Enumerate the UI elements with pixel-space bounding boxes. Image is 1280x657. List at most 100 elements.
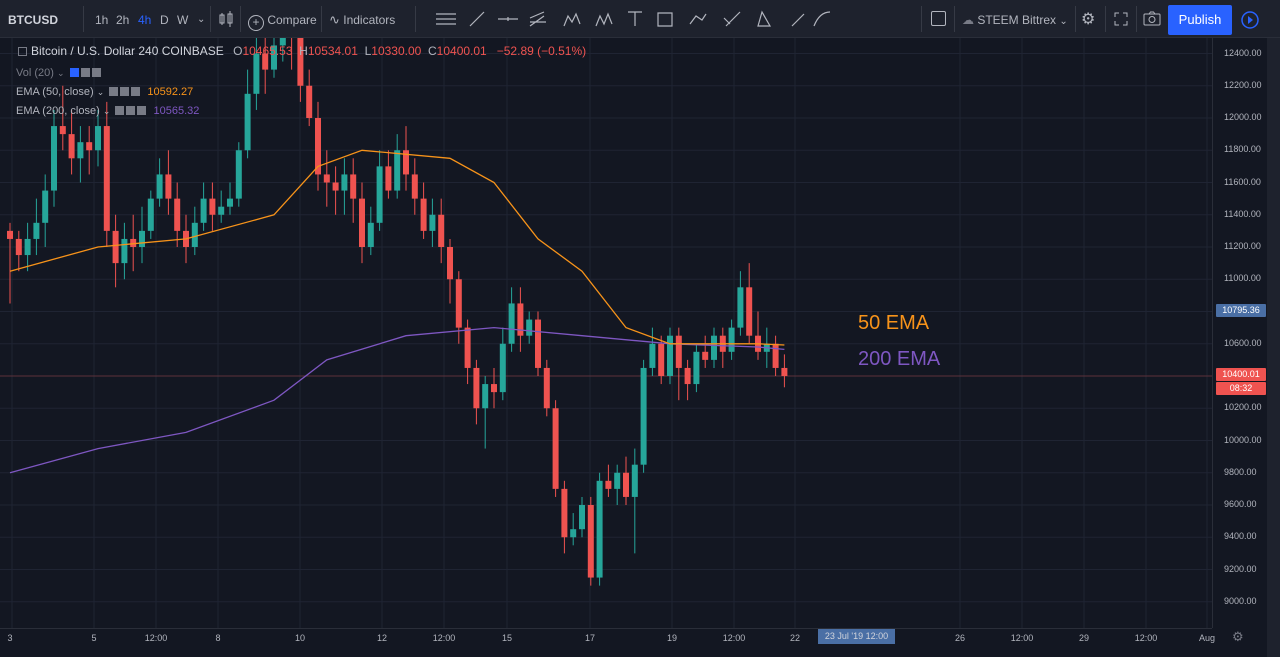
curve-icon[interactable] — [813, 11, 831, 27]
candle-body — [403, 150, 409, 175]
gear-icon[interactable]: ⚙ — [1081, 11, 1096, 28]
pitchfork-icon[interactable] — [529, 11, 546, 27]
ohlc-change: −52.89 (−0.51%) — [496, 44, 587, 58]
fib-icon[interactable] — [757, 10, 772, 27]
candle-body — [455, 279, 462, 328]
elliott-wave-icon[interactable] — [595, 12, 613, 27]
plus-circle-icon: + — [248, 15, 264, 31]
shape-tool-icon[interactable] — [657, 12, 673, 27]
text-tool-icon[interactable] — [628, 11, 642, 26]
settings-icon[interactable] — [126, 106, 136, 115]
checkbox-icon[interactable] — [931, 0, 946, 38]
visibility-icon[interactable] — [69, 68, 79, 77]
replay-button[interactable] — [1236, 5, 1264, 35]
countdown-tag: 08:32 — [1216, 382, 1266, 395]
visibility-icon[interactable] — [109, 87, 119, 96]
price-scale[interactable]: 12400.00 12200.00 12000.00 11800.00 11600.00… — [1212, 38, 1268, 628]
close-icon[interactable] — [131, 87, 141, 96]
trend-line-icon[interactable] — [469, 11, 485, 27]
timeframe-1h[interactable]: 1h — [95, 13, 109, 27]
collapse-icon[interactable] — [18, 47, 27, 56]
ema50-line — [9, 149, 785, 346]
toolbar-divider — [1075, 6, 1076, 32]
time-scale[interactable]: 3 5 12:00 8 10 12 12:00 15 17 19 12:00 22 26 12:00 29 1… — [0, 628, 1215, 651]
indicators-button[interactable]: ∿ Indicators — [329, 0, 395, 38]
timeframe-2h[interactable]: 2h — [116, 13, 130, 27]
candle-body — [781, 367, 788, 376]
candle-body — [579, 505, 585, 530]
candle-body — [438, 214, 445, 247]
brush-icon[interactable] — [791, 13, 805, 27]
chart-pane[interactable] — [0, 38, 1212, 628]
compare-label: Compare — [267, 13, 317, 27]
candle-body — [227, 198, 233, 207]
time-label: 17 — [584, 633, 596, 643]
right-sidebar[interactable] — [1267, 38, 1280, 657]
candle-body — [139, 230, 145, 247]
ema50-annotation[interactable]: 50 EMA — [858, 312, 930, 334]
candle-body — [367, 222, 374, 247]
candle-body — [491, 384, 497, 393]
exchange-selector[interactable]: ☁ STEEM Bittrex ⌄ — [962, 0, 1068, 38]
compare-button[interactable]: + Compare — [248, 0, 317, 38]
candle-body — [394, 150, 401, 191]
fullscreen-icon[interactable] — [1113, 0, 1129, 38]
legend-ema200-row[interactable]: EMA (200, close) ⌄ 10565.32 — [16, 105, 199, 117]
candle-body — [86, 142, 93, 151]
visibility-icon[interactable] — [115, 106, 125, 115]
symbol-search[interactable]: BTCUSD — [8, 13, 58, 27]
measure-icon[interactable] — [723, 11, 741, 27]
indicators-icon: ∿ — [329, 12, 340, 27]
ohlc-open: 10465.53 — [242, 44, 293, 58]
gear-icon[interactable]: ⚙ — [1232, 629, 1244, 644]
projection-icon[interactable] — [689, 13, 707, 25]
candle-body — [587, 505, 594, 578]
pattern-icon[interactable] — [563, 12, 581, 27]
ema200-annotation[interactable]: 200 EMA — [858, 348, 941, 370]
candle-body — [385, 166, 392, 191]
close-icon[interactable] — [91, 68, 101, 77]
timeframe-dropdown-icon[interactable]: ⌄ — [197, 14, 206, 25]
price-label: 10600.00 — [1224, 337, 1262, 348]
publish-button[interactable]: Publish — [1168, 5, 1232, 35]
crosshair-menu-icon[interactable] — [436, 13, 456, 25]
candle-body — [499, 343, 506, 393]
toolbar-divider — [321, 6, 322, 32]
candle-body — [737, 287, 744, 328]
timeframe-d[interactable]: D — [160, 13, 169, 27]
ohlc-close: 10400.01 — [436, 44, 487, 58]
horizontal-line-icon[interactable] — [498, 17, 518, 21]
candle-body — [658, 343, 665, 376]
time-label: 26 — [954, 633, 966, 643]
candle-body — [130, 238, 137, 247]
crosshair-time-tag: 23 Jul '19 12:00 — [818, 629, 895, 644]
toolbar-divider — [1105, 6, 1106, 32]
camera-icon[interactable] — [1143, 0, 1161, 38]
price-label: 11000.00 — [1224, 273, 1261, 284]
ema50-value: 10592.27 — [147, 86, 194, 98]
top-toolbar: BTCUSD 1h 2h 4h D W ⌄ + Compare ∿ Indica… — [0, 0, 1280, 38]
candle-body — [297, 38, 304, 86]
candle-body — [693, 351, 700, 385]
candle-body — [640, 367, 647, 465]
time-label: 5 — [91, 633, 97, 643]
timeframe-w[interactable]: W — [177, 13, 189, 27]
candle-body — [473, 367, 480, 409]
legend-ema50-row[interactable]: EMA (50, close) ⌄ 10592.27 — [16, 86, 193, 98]
chart-style-icon[interactable] — [218, 0, 236, 38]
time-label: 29 — [1078, 633, 1090, 643]
ohlc-open-key: O — [233, 44, 243, 58]
close-icon[interactable] — [137, 106, 147, 115]
time-label: 12:00 — [1010, 633, 1034, 643]
legend-vol-row[interactable]: Vol (20) ⌄ — [16, 67, 101, 79]
settings-icon[interactable] — [120, 87, 130, 96]
toolbar-divider — [954, 6, 955, 32]
settings-icon[interactable] — [80, 68, 90, 77]
candle-body — [156, 174, 163, 199]
candle-body — [7, 230, 13, 239]
candle-body — [359, 198, 365, 247]
candle-body — [244, 93, 251, 151]
ema200-value: 10565.32 — [153, 105, 200, 117]
timeframe-4h[interactable]: 4h — [138, 13, 152, 27]
candle-body — [24, 238, 31, 256]
